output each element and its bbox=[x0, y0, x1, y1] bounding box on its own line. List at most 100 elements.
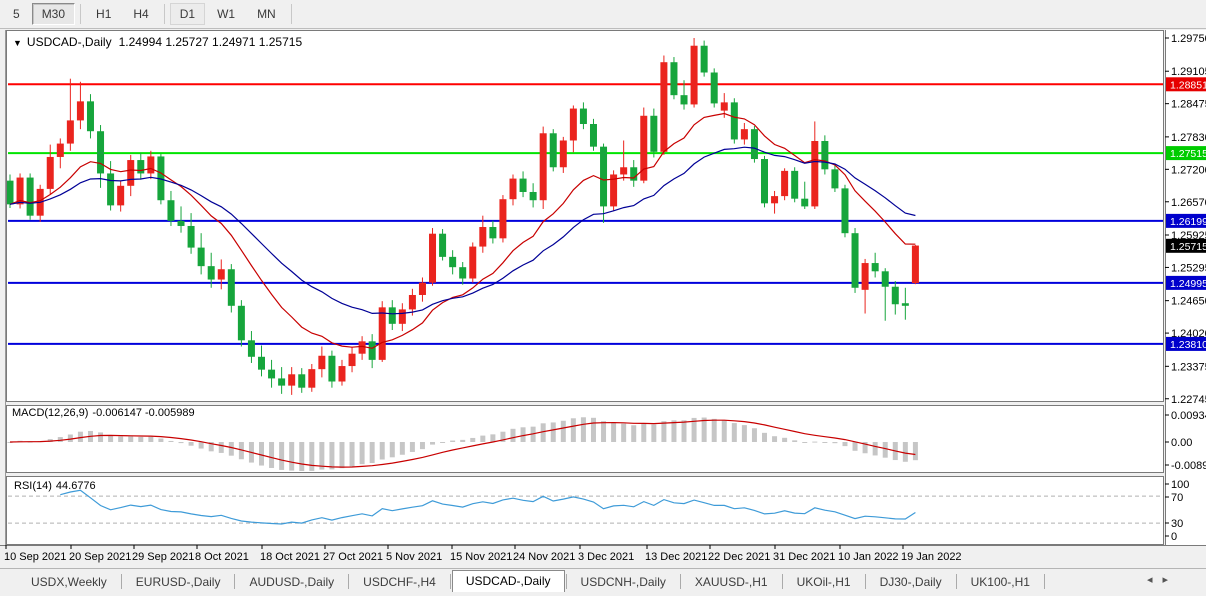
candle bbox=[861, 258, 869, 314]
date-label: 20 Sep 2021 bbox=[69, 551, 131, 563]
ohlc-values: 1.24994 1.25727 1.24971 1.25715 bbox=[118, 35, 303, 49]
candle bbox=[479, 215, 487, 253]
macd-histogram-bar bbox=[520, 427, 526, 442]
macd-histogram-bar bbox=[259, 442, 264, 466]
tab-uk100-h1[interactable]: UK100-,H1 bbox=[970, 575, 1030, 589]
candle bbox=[831, 165, 839, 192]
candle bbox=[841, 184, 849, 238]
price-badge-text: 1.27515 bbox=[1170, 148, 1206, 160]
timeframe-button-h1[interactable]: H1 bbox=[96, 7, 112, 21]
candle bbox=[86, 94, 94, 139]
macd-histogram-bar bbox=[188, 442, 194, 446]
chart-title: ▼ USDCAD-,Daily 1.24994 1.25727 1.24971 1.… bbox=[13, 35, 302, 49]
macd-histogram-bar bbox=[339, 442, 345, 469]
date-label: 5 Nov 2021 bbox=[386, 551, 442, 563]
tab-scroll-arrows[interactable]: ◂▸ bbox=[1146, 574, 1178, 586]
date-label: 15 Nov 2021 bbox=[450, 551, 512, 563]
macd-indicator-label: MACD(12,26,9) -0.006147 -0.005989 bbox=[12, 407, 199, 419]
price-badge-text: 1.24995 bbox=[1170, 278, 1206, 290]
macd-histogram-bar bbox=[77, 431, 83, 442]
macd-histogram-bar bbox=[399, 442, 405, 455]
candle bbox=[449, 250, 457, 275]
price-plot[interactable] bbox=[7, 38, 1164, 395]
macd-histogram-bar bbox=[822, 442, 828, 443]
macd-histogram-bar bbox=[359, 442, 365, 465]
tab-ukoil-h1[interactable]: UKOil-,H1 bbox=[796, 575, 851, 589]
candle bbox=[529, 183, 537, 208]
chart-canvas[interactable]: 1.29750 1.291051.28851 1.28475 1.27830 1.275… bbox=[0, 0, 1206, 568]
macd-histogram-bar bbox=[108, 435, 114, 442]
tab-usdx-weekly[interactable]: USDX,Weekly bbox=[31, 575, 107, 589]
macd-histogram-bar bbox=[238, 442, 244, 460]
candle bbox=[791, 167, 799, 203]
price-badge-blue bbox=[1166, 336, 1206, 351]
candle bbox=[519, 171, 527, 198]
tab-audusd-daily[interactable]: AUDUSD-,Daily bbox=[249, 575, 335, 589]
candle bbox=[56, 138, 64, 169]
rsi-axis-label: 0 bbox=[1171, 531, 1177, 543]
macd-histogram-bar bbox=[762, 432, 767, 442]
candle bbox=[851, 228, 859, 293]
tab-separator bbox=[449, 574, 451, 589]
macd-histogram-bar bbox=[430, 442, 436, 445]
date-label: 8 Oct 2021 bbox=[195, 551, 249, 563]
candle bbox=[750, 126, 758, 163]
candle bbox=[147, 150, 155, 180]
timeframe-button-h4[interactable]: H4 bbox=[133, 7, 149, 21]
candle bbox=[408, 288, 416, 316]
candle bbox=[670, 57, 678, 100]
macd-histogram-bar bbox=[158, 438, 164, 442]
macd-histogram-bar bbox=[470, 437, 476, 442]
macd-histogram-bar bbox=[651, 424, 657, 442]
timeframe-button-m30[interactable]: M30 bbox=[31, 3, 76, 25]
tab-usdchf-h4[interactable]: USDCHF-,H4 bbox=[363, 575, 436, 589]
price-axis-label: 1.28475 bbox=[1171, 99, 1206, 111]
price-badge-blue bbox=[1166, 275, 1206, 290]
candle bbox=[429, 228, 437, 286]
macd-values: -0.006147 -0.005989 bbox=[92, 407, 195, 419]
macd-histogram-bar bbox=[721, 420, 727, 442]
timeframe-button-5[interactable]: 5 bbox=[13, 7, 20, 21]
macd-histogram-bar bbox=[389, 442, 395, 458]
date-label: 18 Oct 2021 bbox=[260, 551, 320, 563]
tab-xauusd-h1[interactable]: XAUUSD-,H1 bbox=[694, 575, 768, 589]
candle bbox=[187, 213, 195, 254]
price-badge-black bbox=[1166, 238, 1206, 253]
macd-histogram-bar bbox=[440, 442, 446, 443]
macd-histogram-bar bbox=[178, 442, 184, 444]
rsi-panel[interactable] bbox=[6, 476, 1164, 545]
candle bbox=[891, 281, 899, 315]
candle bbox=[509, 174, 517, 206]
candle bbox=[378, 301, 386, 362]
timeframe-button-mn[interactable]: MN bbox=[257, 7, 276, 21]
candle bbox=[781, 168, 789, 201]
macd-histogram-bar bbox=[832, 442, 838, 444]
tab-usdcnh-daily[interactable]: USDCNH-,Daily bbox=[580, 575, 666, 589]
macd-histogram-bar bbox=[369, 442, 375, 464]
main-chart-panel[interactable] bbox=[6, 30, 1164, 402]
timeframe-button-w1[interactable]: W1 bbox=[217, 7, 236, 21]
tab-eurusd-daily[interactable]: EURUSD-,Daily bbox=[135, 575, 221, 589]
macd-histogram-bar bbox=[802, 442, 808, 443]
price-axis-label: 1.27200 bbox=[1171, 164, 1206, 176]
candle bbox=[871, 252, 879, 278]
dropdown-arrow-icon[interactable]: ▼ bbox=[13, 38, 22, 48]
price-axis-label: 1.29105 bbox=[1171, 66, 1206, 78]
macd-histogram-bar bbox=[912, 442, 918, 461]
tab-usdcad-daily[interactable]: USDCAD-,Daily bbox=[451, 570, 565, 592]
macd-histogram-bar bbox=[67, 434, 73, 442]
candle bbox=[76, 81, 84, 130]
symbol-label: USDCAD-,Daily bbox=[26, 35, 112, 49]
macd-histogram-bar bbox=[792, 440, 798, 442]
price-badge-green bbox=[1166, 146, 1206, 161]
date-label: 29 Sep 2021 bbox=[132, 551, 194, 563]
candle bbox=[579, 102, 587, 130]
tab-dj30-daily[interactable]: DJ30-,Daily bbox=[879, 575, 942, 589]
macd-histogram-bar bbox=[450, 440, 456, 442]
candle bbox=[268, 359, 276, 388]
rsi-axis-label: 100 bbox=[1171, 479, 1189, 491]
timeframe-button-d1[interactable]: D1 bbox=[169, 3, 206, 25]
candle bbox=[630, 160, 638, 187]
candle bbox=[459, 262, 467, 285]
